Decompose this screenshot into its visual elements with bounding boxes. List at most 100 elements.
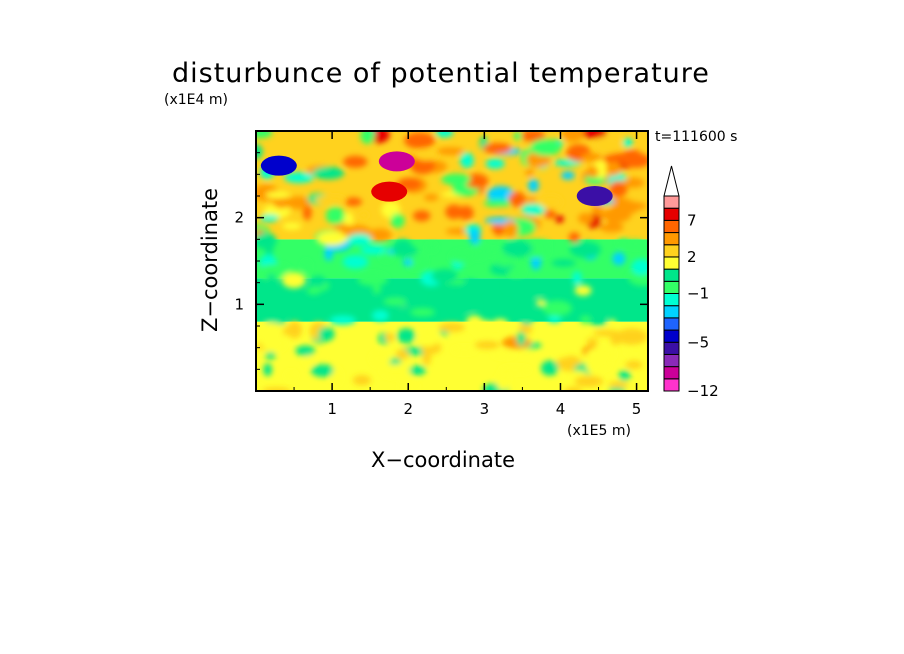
field-cell — [259, 264, 291, 276]
field-cell — [371, 310, 389, 322]
field-cell — [501, 336, 532, 350]
field-cell — [516, 331, 526, 346]
x-axis-label: X−coordinate — [371, 448, 515, 472]
colorbar-label: −12 — [687, 382, 719, 400]
field-cell — [381, 363, 411, 378]
field-cell — [395, 349, 409, 360]
colorbar-swatch — [663, 378, 680, 392]
chart-title: disturbunce of potential temperature — [172, 58, 710, 89]
field-cell — [460, 152, 474, 169]
field-cell — [285, 371, 297, 381]
field-cell — [622, 138, 633, 148]
field-cell — [458, 205, 474, 220]
field-cell — [492, 318, 509, 331]
field-cell — [267, 273, 276, 285]
field-cell — [302, 260, 311, 273]
field-cell — [410, 307, 436, 317]
field-cell — [618, 370, 631, 381]
field-cell — [622, 177, 645, 188]
field-cell — [521, 203, 546, 216]
field-cell — [526, 196, 537, 204]
field-cell — [605, 161, 622, 176]
field-cell — [589, 315, 608, 327]
field-feature-0 — [378, 151, 415, 172]
field-cell — [256, 131, 273, 139]
field-cell — [312, 166, 345, 180]
field-cell — [461, 279, 480, 293]
field-cell — [371, 351, 392, 367]
field-cell — [611, 199, 640, 215]
field-cell — [464, 173, 489, 189]
field-cell — [332, 224, 351, 231]
field-cell — [574, 285, 592, 296]
field-cell — [329, 315, 356, 326]
field-cell — [318, 326, 335, 342]
field-cell — [543, 209, 557, 219]
field-cell — [518, 323, 533, 335]
field-cell — [486, 186, 515, 203]
field-cell — [508, 191, 526, 208]
field-cell — [390, 213, 405, 229]
field-cell — [474, 340, 501, 350]
field-cell — [622, 149, 643, 163]
colorbar-swatch — [663, 219, 680, 234]
field-cell — [423, 194, 439, 202]
field-cell — [387, 358, 402, 365]
field-cell — [281, 272, 306, 289]
field-cell — [342, 255, 369, 269]
field-cell — [574, 375, 604, 388]
colorbar-label: −5 — [687, 333, 709, 351]
field-cell — [426, 243, 437, 252]
field-cell — [628, 239, 643, 249]
field-cell — [404, 132, 436, 149]
field-cell — [383, 297, 407, 306]
colorbar-swatch — [663, 305, 680, 319]
x-axis-unit: (x1E5 m) — [567, 423, 631, 439]
field-cell — [540, 360, 559, 376]
field-cell — [287, 321, 302, 339]
field-cell — [384, 332, 395, 343]
field-cell — [469, 228, 481, 245]
field-cell — [625, 347, 648, 355]
field-cell — [593, 329, 621, 337]
field-cell — [514, 282, 547, 298]
field-cell — [396, 328, 416, 344]
plot-axes: 1 2 3 4 5 1 2 — [234, 130, 649, 418]
x-tick-label: 4 — [556, 400, 566, 418]
field-cell — [306, 286, 322, 295]
field-cell — [331, 368, 342, 385]
field-cell — [483, 199, 514, 208]
field-cell — [360, 245, 386, 255]
field-cell — [450, 251, 474, 264]
colorbar-extend-arrow — [663, 165, 680, 197]
colorbar-swatch — [663, 244, 680, 258]
field-cell — [413, 148, 440, 161]
colorbar-swatch — [663, 317, 680, 331]
field-cell — [569, 241, 601, 258]
field-cell — [561, 171, 575, 180]
field-cell — [492, 349, 516, 358]
field-cell — [392, 239, 413, 258]
field-cell — [608, 381, 629, 389]
field-cell — [343, 155, 368, 168]
field-cell — [617, 238, 631, 247]
field-cell — [438, 322, 466, 333]
field-cell — [474, 242, 486, 260]
field-cell — [452, 347, 476, 354]
field-cell — [368, 228, 392, 242]
field-cell — [445, 228, 470, 235]
field-cell — [409, 157, 436, 175]
field-cell — [317, 231, 348, 246]
field-cell — [538, 194, 563, 210]
field-cell — [631, 259, 648, 276]
field-cell — [519, 308, 535, 325]
colorbar-swatch — [663, 256, 680, 270]
field-cell — [579, 315, 591, 324]
field-cell — [505, 281, 515, 291]
colorbar-swatch — [663, 329, 680, 343]
colorbar-swatch — [663, 195, 680, 209]
y-tick-label: 1 — [234, 295, 244, 313]
colorbar-swatch — [663, 280, 680, 294]
heatmap-field — [256, 131, 648, 391]
